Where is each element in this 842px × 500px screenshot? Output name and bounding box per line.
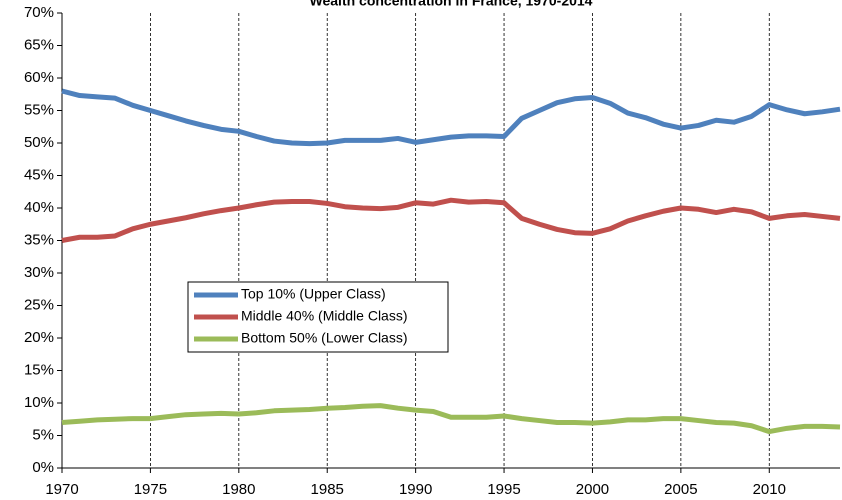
y-tick-label: 15% (24, 361, 54, 378)
line-series (61, 197, 841, 243)
legend-label: Bottom 50% (Lower Class) (241, 330, 408, 346)
x-tick-label: 1970 (45, 481, 78, 498)
line-series (61, 403, 841, 435)
y-tick-label: 0% (32, 459, 54, 476)
x-tick-label: 1980 (222, 481, 255, 498)
x-tick-label: 1990 (399, 481, 432, 498)
y-tick-label: 55% (24, 101, 54, 118)
y-tick-label: 25% (24, 296, 54, 313)
y-tick-label: 70% (24, 4, 54, 21)
x-tick-label: 2005 (664, 481, 697, 498)
legend-label: Top 10% (Upper Class) (241, 286, 386, 302)
x-tick-label: 1995 (487, 481, 520, 498)
y-tick-label: 30% (24, 264, 54, 281)
y-tick-label: 35% (24, 231, 54, 248)
chart-title: Wealth concentration in France, 1970-201… (310, 0, 593, 9)
x-tick-label: 2010 (753, 481, 786, 498)
x-tick-label: 2000 (576, 481, 609, 498)
legend: Top 10% (Upper Class) Middle 40% (Middle … (187, 281, 449, 353)
y-tick-label: 10% (24, 394, 54, 411)
y-tick-label: 65% (24, 36, 54, 53)
y-tick-label: 45% (24, 166, 54, 183)
y-tick-label: 5% (32, 426, 54, 443)
y-tick-label: 50% (24, 134, 54, 151)
y-tick-label: 40% (24, 199, 54, 216)
legend-label: Middle 40% (Middle Class) (241, 308, 408, 324)
line-series (61, 88, 841, 147)
x-tick-label: 1975 (134, 481, 167, 498)
y-tick-label: 20% (24, 329, 54, 346)
x-tick-label: 1985 (311, 481, 344, 498)
y-tick-label: 60% (24, 69, 54, 86)
